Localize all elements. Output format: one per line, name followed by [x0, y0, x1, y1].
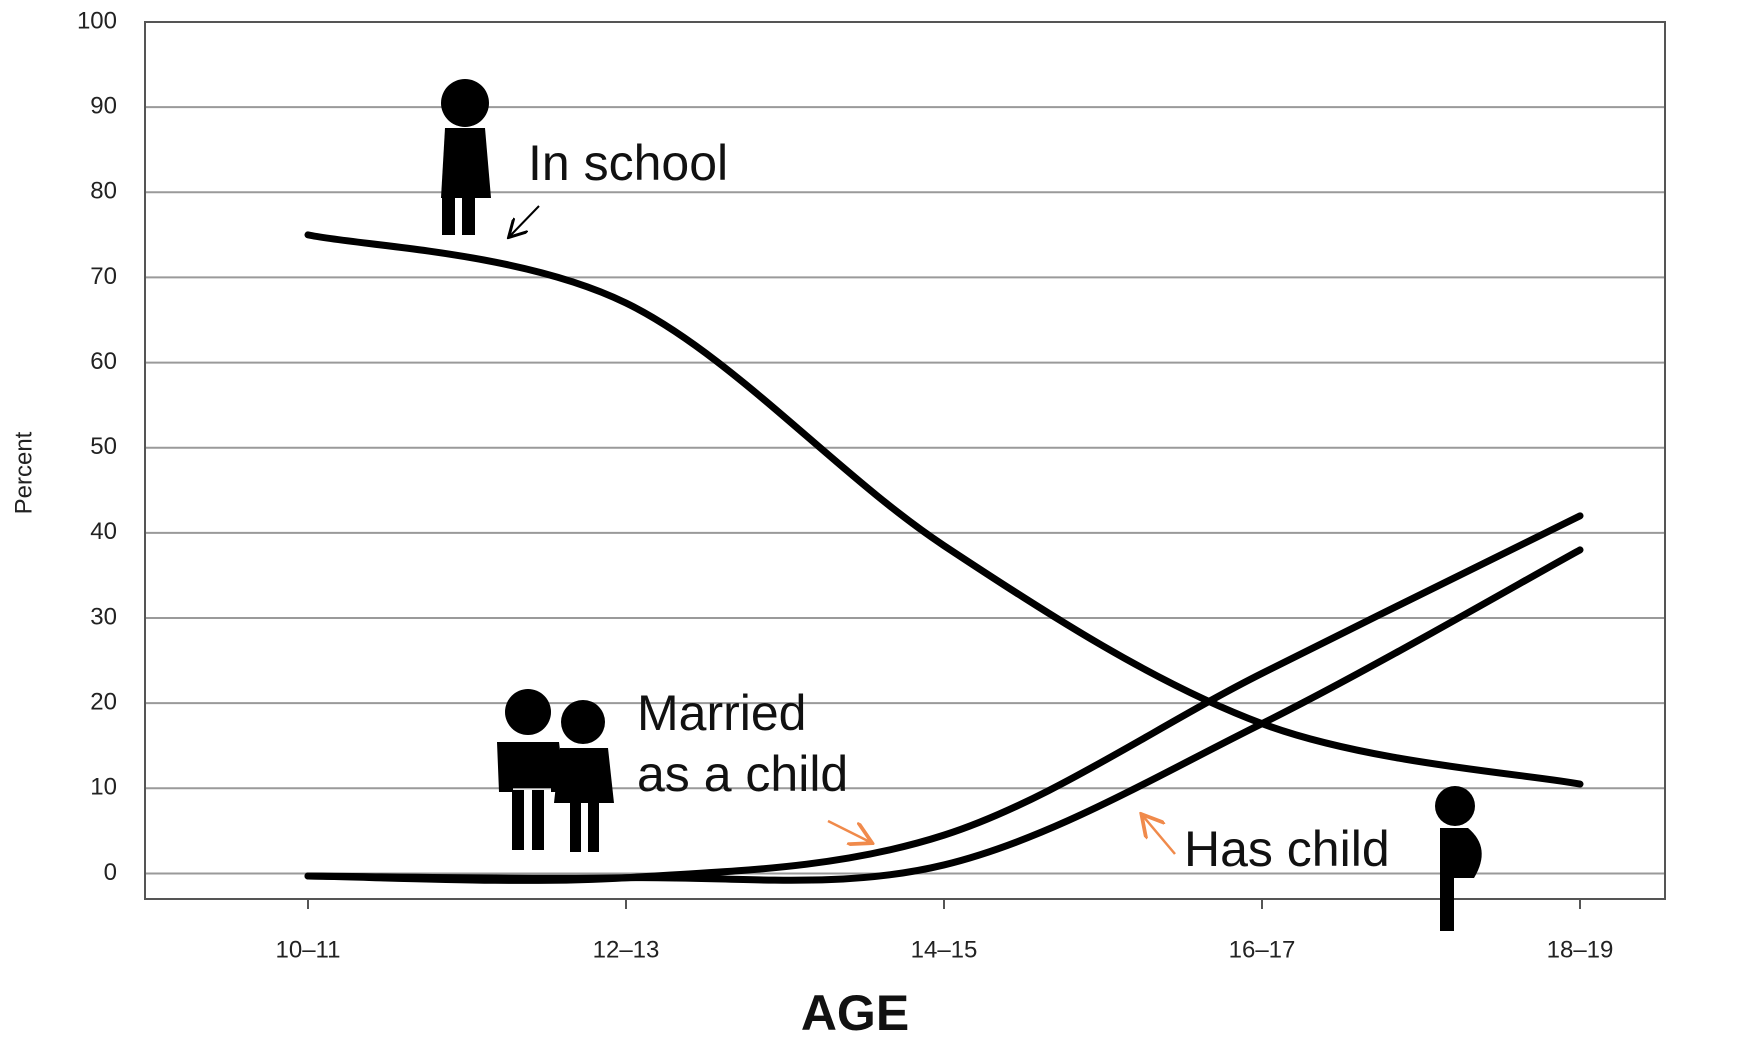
arrow	[510, 206, 539, 236]
y-tick-label: 50	[90, 433, 117, 460]
y-axis-label: Percent	[10, 431, 37, 514]
y-tick-label: 30	[90, 603, 117, 630]
annotation: as a child	[637, 746, 848, 802]
grid: 0 10 20 30 40 50 60 70 80 90 100 10–11 12–13 14–15 16–…	[77, 7, 1665, 963]
y-tick-label: 20	[90, 689, 117, 716]
y-tick-label: 100	[77, 7, 117, 34]
couple-icon	[497, 689, 614, 852]
x-tick-label: 18–19	[1547, 936, 1614, 963]
x-tick-label: 12–13	[593, 936, 660, 963]
arrow	[828, 821, 870, 842]
y-tick-label: 40	[90, 518, 117, 545]
y-tick-label: 0	[104, 859, 117, 886]
x-tick-label: 10–11	[276, 936, 341, 963]
y-tick-label: 10	[90, 774, 117, 801]
arrow	[1143, 816, 1175, 854]
y-tick-label: 80	[90, 178, 117, 205]
page: {"chart_data": {"type": "line", "x_label…	[0, 0, 1744, 1043]
pregnant-icon	[1435, 786, 1482, 931]
y-tick-label: 70	[90, 263, 117, 290]
series-line	[308, 235, 1580, 784]
annotation: In school	[528, 135, 728, 191]
girl-icon	[441, 79, 491, 235]
x-tick-label: 14–15	[911, 936, 978, 963]
chart: 0 10 20 30 40 50 60 70 80 90 100 10–11 12–13 14–15 16–…	[0, 0, 1744, 1043]
annotation: Has child	[1184, 821, 1390, 877]
x-axis-label: AGE	[801, 985, 909, 1041]
x-tick-label: 16–17	[1229, 936, 1296, 963]
y-tick-label: 90	[90, 92, 117, 119]
y-tick-label: 60	[90, 348, 117, 375]
annotation: Married	[637, 685, 806, 741]
